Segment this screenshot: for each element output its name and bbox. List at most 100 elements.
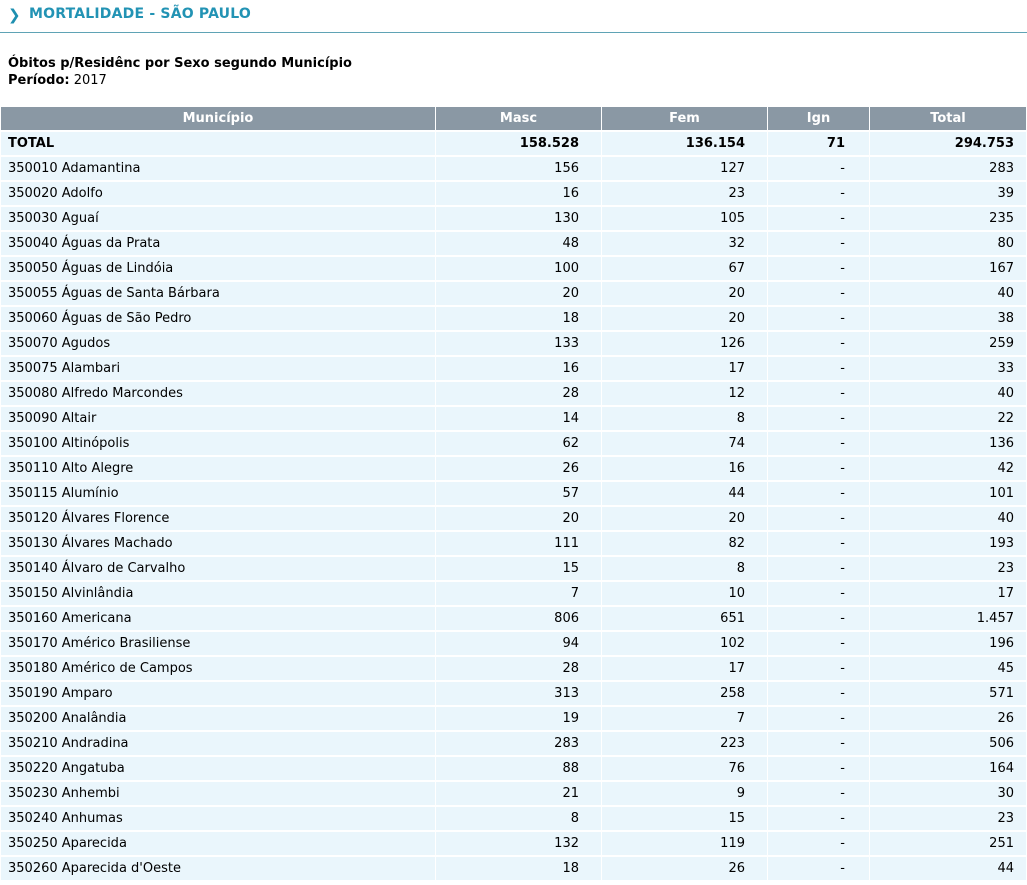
cell-ign: - — [768, 482, 869, 507]
table-row: 350250 Aparecida 132 119-251 — [1, 832, 1026, 857]
table-row: 350260 Aparecida d'Oeste 18 26-44 — [1, 857, 1026, 882]
cell-total: 193 — [870, 532, 1026, 557]
cell-municipio: 350250 Aparecida — [1, 832, 435, 857]
column-header-total: Total — [870, 107, 1026, 132]
period-value: 2017 — [73, 73, 107, 88]
cell-ign: - — [768, 532, 869, 557]
cell-ign: - — [768, 307, 869, 332]
cell-fem: 76 — [602, 757, 767, 782]
cell-ign: - — [768, 757, 869, 782]
cell-municipio: 350150 Alvinlândia — [1, 582, 435, 607]
cell-ign: - — [768, 782, 869, 807]
cell-masc: 100 — [436, 257, 601, 282]
cell-ign: - — [768, 182, 869, 207]
cell-masc: 20 — [436, 507, 601, 532]
cell-municipio: 350030 Aguaí — [1, 207, 435, 232]
cell-total: 39 — [870, 182, 1026, 207]
page-title: MORTALIDADE - SÃO PAULO — [29, 6, 251, 22]
cell-municipio: 350160 Americana — [1, 607, 435, 632]
cell-ign: - — [768, 507, 869, 532]
cell-ign: - — [768, 582, 869, 607]
table-row: 350030 Aguaí 130 105-235 — [1, 207, 1026, 232]
cell-total: 22 — [870, 407, 1026, 432]
table-row: 350110 Alto Alegre 26 16-42 — [1, 457, 1026, 482]
cell-total: 167 — [870, 257, 1026, 282]
cell-fem: 8 — [602, 407, 767, 432]
cell-fem: 8 — [602, 557, 767, 582]
table-row: 350075 Alambari 16 17-33 — [1, 357, 1026, 382]
cell-masc: 111 — [436, 532, 601, 557]
cell-total: 136 — [870, 432, 1026, 457]
cell-masc: 26 — [436, 457, 601, 482]
column-header-fem: Fem — [602, 107, 767, 132]
table-row: 350060 Águas de São Pedro 18 20-38 — [1, 307, 1026, 332]
table-row: 350010 Adamantina 156 127-283 — [1, 157, 1026, 182]
cell-masc: 57 — [436, 482, 601, 507]
total-masc: 158.528 — [436, 132, 601, 157]
cell-ign: - — [768, 457, 869, 482]
table-row: 350220 Angatuba 88 76-164 — [1, 757, 1026, 782]
column-header-masc: Masc — [436, 107, 601, 132]
cell-ign: - — [768, 632, 869, 657]
cell-fem: 126 — [602, 332, 767, 357]
cell-fem: 127 — [602, 157, 767, 182]
cell-fem: 119 — [602, 832, 767, 857]
cell-ign: - — [768, 282, 869, 307]
report-period: Período: 2017 — [8, 73, 107, 88]
table-row: 350200 Analândia 19 7-26 — [1, 707, 1026, 732]
cell-municipio: 350070 Agudos — [1, 332, 435, 357]
table-row: 350020 Adolfo 16 23-39 — [1, 182, 1026, 207]
total-label: TOTAL — [1, 132, 435, 157]
table-row: 350210 Andradina 283 223-506 — [1, 732, 1026, 757]
cell-total: 40 — [870, 507, 1026, 532]
total-ign: 71 — [768, 132, 869, 157]
cell-total: 45 — [870, 657, 1026, 682]
cell-total: 42 — [870, 457, 1026, 482]
cell-ign: - — [768, 682, 869, 707]
table-row: 350130 Álvares Machado 111 82-193 — [1, 532, 1026, 557]
cell-fem: 32 — [602, 232, 767, 257]
cell-masc: 48 — [436, 232, 601, 257]
cell-ign: - — [768, 332, 869, 357]
cell-municipio: 350090 Altair — [1, 407, 435, 432]
table-row: 350240 Anhumas 8 15-23 — [1, 807, 1026, 832]
cell-fem: 20 — [602, 307, 767, 332]
cell-municipio: 350110 Alto Alegre — [1, 457, 435, 482]
cell-ign: - — [768, 832, 869, 857]
cell-fem: 23 — [602, 182, 767, 207]
cell-masc: 62 — [436, 432, 601, 457]
cell-municipio: 350170 Américo Brasiliense — [1, 632, 435, 657]
cell-fem: 12 — [602, 382, 767, 407]
cell-fem: 74 — [602, 432, 767, 457]
cell-total: 80 — [870, 232, 1026, 257]
cell-total: 251 — [870, 832, 1026, 857]
cell-municipio: 350260 Aparecida d'Oeste — [1, 857, 435, 882]
cell-masc: 130 — [436, 207, 601, 232]
cell-total: 23 — [870, 807, 1026, 832]
cell-fem: 10 — [602, 582, 767, 607]
table-row: 350180 Américo de Campos 28 17-45 — [1, 657, 1026, 682]
cell-fem: 20 — [602, 507, 767, 532]
cell-masc: 313 — [436, 682, 601, 707]
cell-masc: 15 — [436, 557, 601, 582]
cell-fem: 17 — [602, 657, 767, 682]
cell-municipio: 350115 Alumínio — [1, 482, 435, 507]
cell-fem: 67 — [602, 257, 767, 282]
table-row: 350080 Alfredo Marcondes 28 12-40 — [1, 382, 1026, 407]
cell-municipio: 350055 Águas de Santa Bárbara — [1, 282, 435, 307]
cell-masc: 283 — [436, 732, 601, 757]
total-fem: 136.154 — [602, 132, 767, 157]
cell-ign: - — [768, 732, 869, 757]
cell-total: 571 — [870, 682, 1026, 707]
cell-municipio: 350020 Adolfo — [1, 182, 435, 207]
cell-masc: 156 — [436, 157, 601, 182]
table-row: 350230 Anhembi 21 9-30 — [1, 782, 1026, 807]
cell-ign: - — [768, 357, 869, 382]
period-label: Período: — [8, 73, 70, 88]
cell-municipio: 350060 Águas de São Pedro — [1, 307, 435, 332]
table-row: 350090 Altair 14 8-22 — [1, 407, 1026, 432]
cell-total: 40 — [870, 382, 1026, 407]
cell-total: 283 — [870, 157, 1026, 182]
cell-fem: 9 — [602, 782, 767, 807]
mortality-table: Município Masc Fem Ign Total TOTAL 158.5… — [0, 107, 1027, 882]
